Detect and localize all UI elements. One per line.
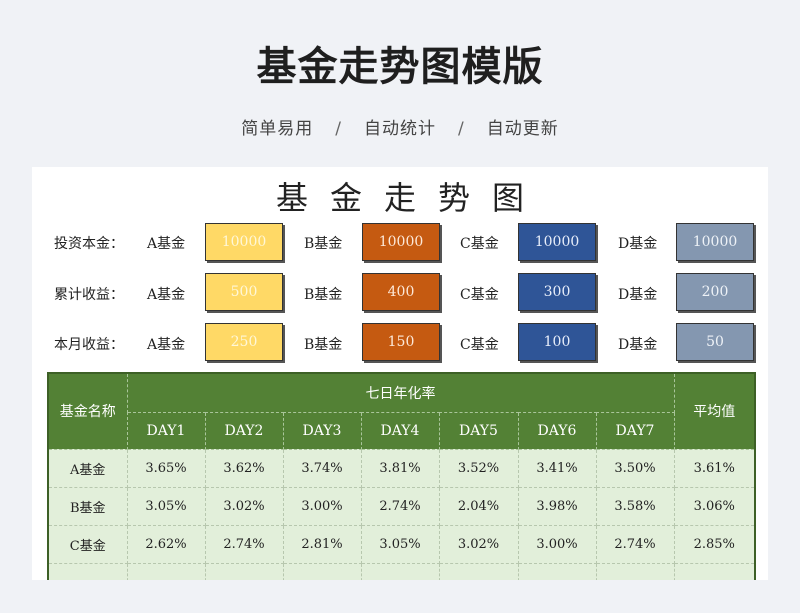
- col-header-day[interactable]: DAY6: [517, 411, 597, 450]
- rate-cell[interactable]: 3.58%: [595, 486, 675, 526]
- fund-a-principal-cell[interactable]: 10000: [205, 223, 283, 261]
- subtitle-separator: /: [458, 119, 465, 139]
- rate-cell[interactable]: 3.00%: [517, 524, 597, 564]
- rate-cell[interactable]: 3.50%: [595, 448, 675, 488]
- fund-label: B基金: [304, 236, 343, 252]
- fund-a-monthly-cell[interactable]: 250: [205, 323, 283, 361]
- rate-cell[interactable]: [595, 562, 675, 580]
- fund-label: D基金: [618, 236, 658, 252]
- fund-a-cumulative-cell[interactable]: 500: [205, 273, 283, 311]
- fund-label: A基金: [147, 287, 186, 303]
- rate-cell[interactable]: 3.81%: [360, 448, 440, 488]
- fund-name-cell[interactable]: A基金: [47, 448, 128, 488]
- average-cell[interactable]: 3.61%: [673, 448, 756, 488]
- table-row: A基金 3.65% 3.62% 3.74% 3.81% 3.52% 3.41% …: [47, 448, 756, 488]
- fund-label: B基金: [304, 287, 343, 303]
- rate-cell[interactable]: 2.74%: [360, 486, 440, 526]
- fund-label: C基金: [460, 287, 499, 303]
- rate-cell[interactable]: [204, 562, 284, 580]
- row-label-monthly: 本月收益：: [54, 337, 124, 353]
- table-row: C基金 2.62% 2.74% 2.81% 3.05% 3.02% 3.00% …: [47, 524, 756, 564]
- col-header-group[interactable]: 七日年化率: [126, 372, 675, 413]
- rate-cell[interactable]: 2.04%: [438, 486, 519, 526]
- col-header-day[interactable]: DAY3: [282, 411, 362, 450]
- rate-cell[interactable]: 2.74%: [204, 524, 284, 564]
- fund-name-cell[interactable]: C基金: [47, 524, 128, 564]
- rate-cell[interactable]: 3.74%: [282, 448, 362, 488]
- rate-cell[interactable]: 2.74%: [595, 524, 675, 564]
- fund-name-cell[interactable]: [47, 562, 128, 580]
- col-header-day[interactable]: DAY4: [360, 411, 440, 450]
- fund-label: A基金: [147, 337, 186, 353]
- col-header-average[interactable]: 平均值: [673, 372, 756, 450]
- rate-cell[interactable]: 3.05%: [126, 486, 206, 526]
- sheet-title: 基金走势图: [275, 179, 546, 217]
- rate-cell[interactable]: 3.00%: [282, 486, 362, 526]
- fund-label: A基金: [147, 236, 186, 252]
- rate-cell[interactable]: 3.02%: [438, 524, 519, 564]
- fund-label: D基金: [618, 337, 658, 353]
- table-header-row: 基金名称 七日年化率 平均值: [47, 372, 756, 450]
- rate-cell[interactable]: [126, 562, 206, 580]
- rate-cell[interactable]: 3.02%: [204, 486, 284, 526]
- rate-cell[interactable]: 2.62%: [126, 524, 206, 564]
- page-subtitle: 简单易用 / 自动统计 / 自动更新: [0, 114, 800, 139]
- subtitle-separator: /: [335, 119, 342, 139]
- rate-cell[interactable]: 3.41%: [517, 448, 597, 488]
- col-header-day[interactable]: DAY2: [204, 411, 284, 450]
- rate-cell[interactable]: 3.52%: [438, 448, 519, 488]
- subtitle-item: 简单易用: [241, 119, 314, 139]
- table-subheader-row: DAY1 DAY2 DAY3 DAY4 DAY5 DAY6 DAY7: [48, 411, 755, 450]
- yield-table: 基金名称 七日年化率 平均值 DAY1 DAY2 DAY3 DAY4 DAY5 …: [47, 372, 757, 580]
- fund-b-monthly-cell[interactable]: 150: [362, 323, 440, 361]
- rate-cell[interactable]: 2.81%: [282, 524, 362, 564]
- subtitle-item: 自动更新: [486, 119, 559, 139]
- fund-label: C基金: [460, 337, 499, 353]
- col-header-day[interactable]: DAY5: [438, 411, 519, 450]
- rate-cell[interactable]: 3.65%: [126, 448, 206, 488]
- rate-cell[interactable]: 3.62%: [204, 448, 284, 488]
- table-row: B基金 3.05% 3.02% 3.00% 2.74% 2.04% 3.98% …: [47, 486, 756, 526]
- rate-cell[interactable]: [282, 562, 362, 580]
- fund-d-principal-cell[interactable]: 10000: [676, 223, 754, 261]
- col-header-day[interactable]: DAY7: [595, 411, 675, 450]
- rate-cell[interactable]: [517, 562, 597, 580]
- page-title: 基金走势图模版: [256, 44, 544, 90]
- fund-c-cumulative-cell[interactable]: 300: [518, 273, 596, 311]
- row-label-cumulative: 累计收益：: [54, 287, 124, 303]
- fund-label: B基金: [304, 337, 343, 353]
- rate-cell[interactable]: 3.98%: [517, 486, 597, 526]
- fund-d-cumulative-cell[interactable]: 200: [676, 273, 754, 311]
- fund-label: D基金: [618, 287, 658, 303]
- fund-name-cell[interactable]: B基金: [47, 486, 128, 526]
- fund-b-principal-cell[interactable]: 10000: [362, 223, 440, 261]
- average-cell[interactable]: 2.85%: [673, 524, 756, 564]
- col-header-fund-name[interactable]: 基金名称: [47, 372, 128, 450]
- fund-label: C基金: [460, 236, 499, 252]
- table-row-partial: [47, 562, 756, 580]
- row-label-principal: 投资本金：: [54, 236, 124, 252]
- average-cell[interactable]: [673, 562, 756, 580]
- rate-cell[interactable]: 3.05%: [360, 524, 440, 564]
- spreadsheet-sheet: 基金走势图 投资本金： A基金 10000 B基金 10000 C基金 1000…: [32, 167, 768, 580]
- fund-b-cumulative-cell[interactable]: 400: [362, 273, 440, 311]
- col-header-day[interactable]: DAY1: [126, 411, 206, 450]
- fund-d-monthly-cell[interactable]: 50: [676, 323, 754, 361]
- fund-c-principal-cell[interactable]: 10000: [518, 223, 596, 261]
- fund-c-monthly-cell[interactable]: 100: [518, 323, 596, 361]
- rate-cell[interactable]: [438, 562, 519, 580]
- rate-cell[interactable]: [360, 562, 440, 580]
- average-cell[interactable]: 3.06%: [673, 486, 756, 526]
- subtitle-item: 自动统计: [364, 119, 436, 139]
